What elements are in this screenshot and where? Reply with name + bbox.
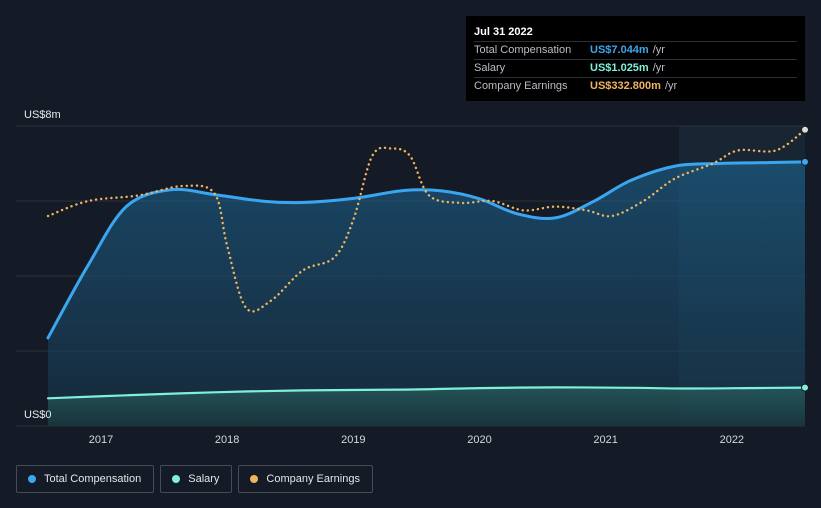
tooltip-value: US$7.044m — [590, 44, 649, 56]
x-tick-label-2021: 2021 — [593, 434, 617, 446]
tooltip-row-company-earnings: Company Earnings US$332.800m /yr — [474, 77, 797, 95]
line-company-earnings — [46, 128, 807, 313]
tooltip-label: Salary — [474, 62, 506, 74]
x-tick-label-2019: 2019 — [341, 434, 365, 446]
legend-dot-icon — [28, 475, 36, 483]
endpoint-company-earnings — [801, 125, 809, 134]
tooltip-unit: /yr — [652, 44, 665, 56]
tooltip-value: US$1.025m — [590, 62, 649, 74]
chart-legend: Total Compensation Salary Company Earnin… — [16, 465, 373, 493]
legend-label: Company Earnings — [266, 473, 360, 485]
x-tick-label-2022: 2022 — [720, 434, 744, 446]
legend-item-total-compensation[interactable]: Total Compensation — [16, 465, 155, 493]
tooltip-unit: /yr — [652, 62, 665, 74]
legend-dot-icon — [250, 475, 259, 483]
tooltip-unit: /yr — [664, 80, 678, 92]
area-total-compensation — [48, 161, 805, 426]
area-salary — [48, 387, 805, 426]
tooltip-label: Company Earnings — [474, 80, 568, 92]
endpoint-salary — [801, 383, 809, 392]
legend-dot-icon — [172, 475, 181, 483]
x-tick-label-2017: 2017 — [89, 434, 113, 446]
tooltip-row-salary: Salary US$1.025m /yr — [474, 59, 797, 77]
endpoint-total-compensation — [801, 157, 809, 166]
legend-label: Salary — [188, 473, 220, 485]
y-tick-label-top: US$8m — [24, 109, 61, 121]
legend-item-salary[interactable]: Salary — [160, 465, 233, 493]
legend-label: Total Compensation — [44, 473, 142, 485]
chart-tooltip: Jul 31 2022 Total Compensation US$7.044m… — [466, 16, 805, 101]
y-tick-label-bottom: US$0 — [24, 409, 52, 421]
legend-item-company-earnings[interactable]: Company Earnings — [238, 465, 373, 493]
line-salary — [46, 386, 807, 400]
tooltip-row-total-compensation: Total Compensation US$7.044m /yr — [474, 41, 797, 59]
x-tick-label-2020: 2020 — [467, 434, 491, 446]
x-tick-label-2018: 2018 — [215, 434, 239, 446]
tooltip-label: Total Compensation — [474, 44, 572, 56]
tooltip-date: Jul 31 2022 — [474, 26, 533, 38]
tooltip-value: US$332.800m — [590, 80, 661, 92]
